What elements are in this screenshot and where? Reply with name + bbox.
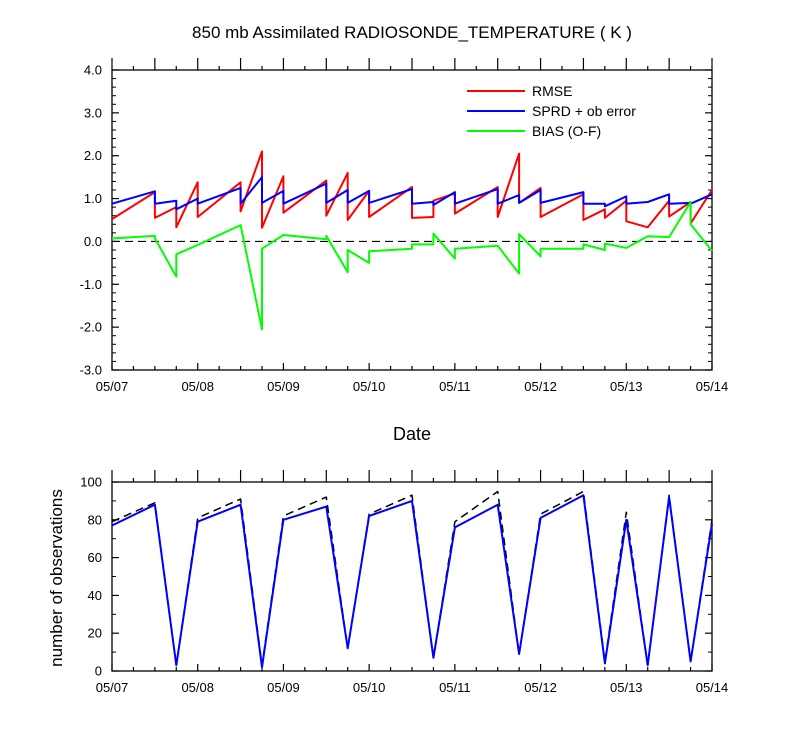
series-line-assimilated-observations [111, 494, 713, 669]
x-tick-label: 05/12 [524, 680, 557, 695]
series-line-possible-observations [111, 490, 713, 667]
bottom-series-lines [111, 490, 713, 669]
x-tick-label: 05/09 [267, 379, 300, 394]
y-tick-label: 3.0 [84, 105, 102, 120]
x-tick-label: 05/10 [353, 680, 386, 695]
y-tick-label: 0 [95, 664, 102, 679]
y-tick-label: 20 [88, 626, 102, 641]
legend-label-bias: BIAS (O-F) [532, 123, 601, 139]
chart-title: 850 mb Assimilated RADIOSONDE_TEMPERATUR… [192, 23, 632, 42]
series-line-bias-o-f [111, 201, 713, 331]
y-tick-label: 1.0 [84, 191, 102, 206]
legend-label-sprd: SPRD + ob error [532, 103, 636, 119]
x-tick-label: 05/08 [181, 379, 214, 394]
x-tick-label: 05/09 [267, 680, 300, 695]
y-tick-label: -2.0 [80, 320, 102, 335]
y-tick-label: 100 [80, 475, 102, 490]
x-tick-label: 05/08 [181, 680, 214, 695]
x-tick-label: 05/07 [96, 680, 129, 695]
bottom-plot-frame [111, 481, 713, 672]
series-line-sprd-ob-error [111, 176, 713, 211]
y-tick-label: 40 [88, 588, 102, 603]
legend-label-rmse: RMSE [532, 83, 572, 99]
x-tick-label: 05/14 [696, 680, 729, 695]
x-tick-label: 05/11 [439, 680, 471, 695]
bottom-axis-ticks [111, 470, 713, 672]
top-x-tick-labels: 05/07 05/08 05/09 05/10 05/11 05/12 05/13 05/14 [96, 379, 729, 394]
bottom-x-tick-labels: 05/07 05/08 05/09 05/10 05/11 05/12 05/13 05/14 [96, 680, 729, 695]
top-series-lines [111, 150, 713, 331]
x-tick-label: 05/11 [439, 379, 471, 394]
y-axis-title-observations: number of observations [47, 489, 66, 667]
bottom-y-tick-labels: 0 20 40 60 80 100 [80, 475, 102, 679]
x-tick-label: 05/13 [610, 379, 643, 394]
legend: RMSE SPRD + ob error BIAS (O-F) [467, 83, 636, 139]
x-tick-label: 05/12 [524, 379, 557, 394]
x-tick-label: 05/14 [696, 379, 729, 394]
top-axis-ticks [111, 58, 713, 371]
y-tick-label: 0.0 [84, 234, 102, 249]
y-tick-label: 80 [88, 512, 102, 527]
y-tick-label: 2.0 [84, 148, 102, 163]
y-tick-label: 60 [88, 550, 102, 565]
top-y-tick-labels: -3.0 -2.0 -1.0 0.0 1.0 2.0 3.0 4.0 [80, 63, 102, 378]
x-tick-label: 05/13 [610, 680, 643, 695]
x-axis-title: Date [393, 424, 431, 444]
y-tick-label: 4.0 [84, 63, 102, 78]
rmse-bias-chart: 850 mb Assimilated RADIOSONDE_TEMPERATUR… [80, 23, 729, 444]
x-tick-label: 05/07 [96, 379, 129, 394]
y-tick-label: -1.0 [80, 277, 102, 292]
x-tick-label: 05/10 [353, 379, 386, 394]
y-tick-label: -3.0 [80, 363, 102, 378]
